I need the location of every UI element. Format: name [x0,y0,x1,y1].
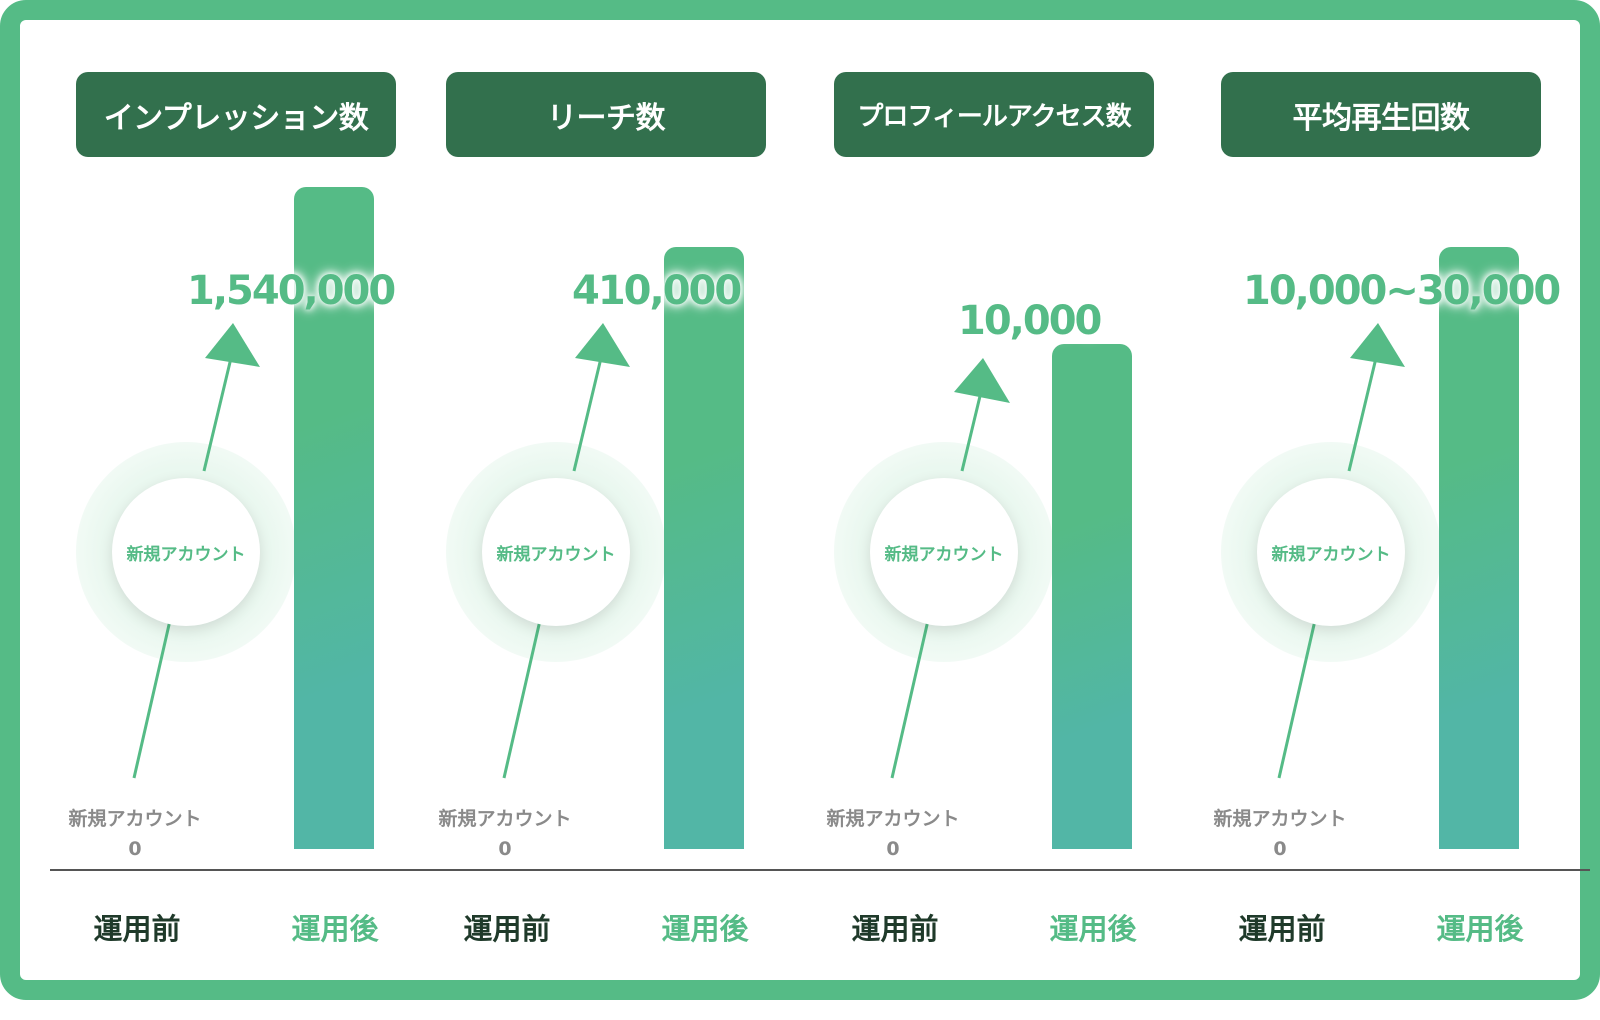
value-label-after: 10,000 [958,298,1102,344]
before-label: 新規アカウント [1213,808,1347,830]
before-value-block: 新規アカウント 0 [50,804,220,864]
bar-after [294,187,374,849]
category-label-after: 運用後 [291,912,379,946]
circle-label: 新規アカウント [1257,478,1405,626]
bar-after [1439,247,1519,849]
value-label-after: 1,540,000 [187,268,396,314]
category-label-before: 運用前 [93,912,181,946]
panel-avg-views: 平均再生回数 新規アカウント 10,000~30,000 新規アカウント 0 運… [1165,20,1561,1020]
growth-arrow [132,323,260,779]
before-value: 0 [498,838,512,860]
bar-after [1052,344,1132,849]
category-label-after: 運用後 [661,912,749,946]
chart-baseline [50,869,1590,871]
arrow-head [205,323,260,367]
category-label-before: 運用前 [463,912,551,946]
circle-label: 新規アカウント [482,478,630,626]
arrow-head [575,323,630,367]
before-value-block: 新規アカウント 0 [808,804,978,864]
growth-arrow [1277,323,1405,779]
before-value-block: 新規アカウント 0 [420,804,590,864]
category-label-before: 運用前 [851,912,939,946]
arrow-head [1350,323,1405,367]
bar-after [664,247,744,849]
before-label: 新規アカウント [68,808,202,830]
category-label-before: 運用前 [1238,912,1326,946]
growth-arrow [890,358,1010,779]
panel-profile-access: プロフィールアクセス数 新規アカウント 10,000 新規アカウント 0 運用前… [778,20,1168,1020]
before-label: 新規アカウント [826,808,960,830]
before-label: 新規アカウント [438,808,572,830]
growth-arrow [502,323,630,779]
panel-title: リーチ数 [446,72,766,157]
before-value: 0 [128,838,142,860]
panel-reach: リーチ数 新規アカウント 410,000 新規アカウント 0 運用前 運用後 [390,20,780,1020]
category-label-after: 運用後 [1049,912,1137,946]
circle-label: 新規アカウント [870,478,1018,626]
arrow-head [954,358,1010,403]
panel-title: 平均再生回数 [1221,72,1541,157]
panel-title: インプレッション数 [76,72,396,157]
category-label-after: 運用後 [1436,912,1524,946]
panel-title: プロフィールアクセス数 [834,72,1154,157]
value-label-after: 410,000 [572,268,742,314]
before-value: 0 [1273,838,1287,860]
before-value-block: 新規アカウント 0 [1195,804,1365,864]
before-value: 0 [886,838,900,860]
value-label-after: 10,000~30,000 [1243,268,1561,314]
panel-impressions: インプレッション数 新規アカウント 1,540,000 新規アカウント 0 運用… [20,20,410,1020]
circle-label: 新規アカウント [112,478,260,626]
